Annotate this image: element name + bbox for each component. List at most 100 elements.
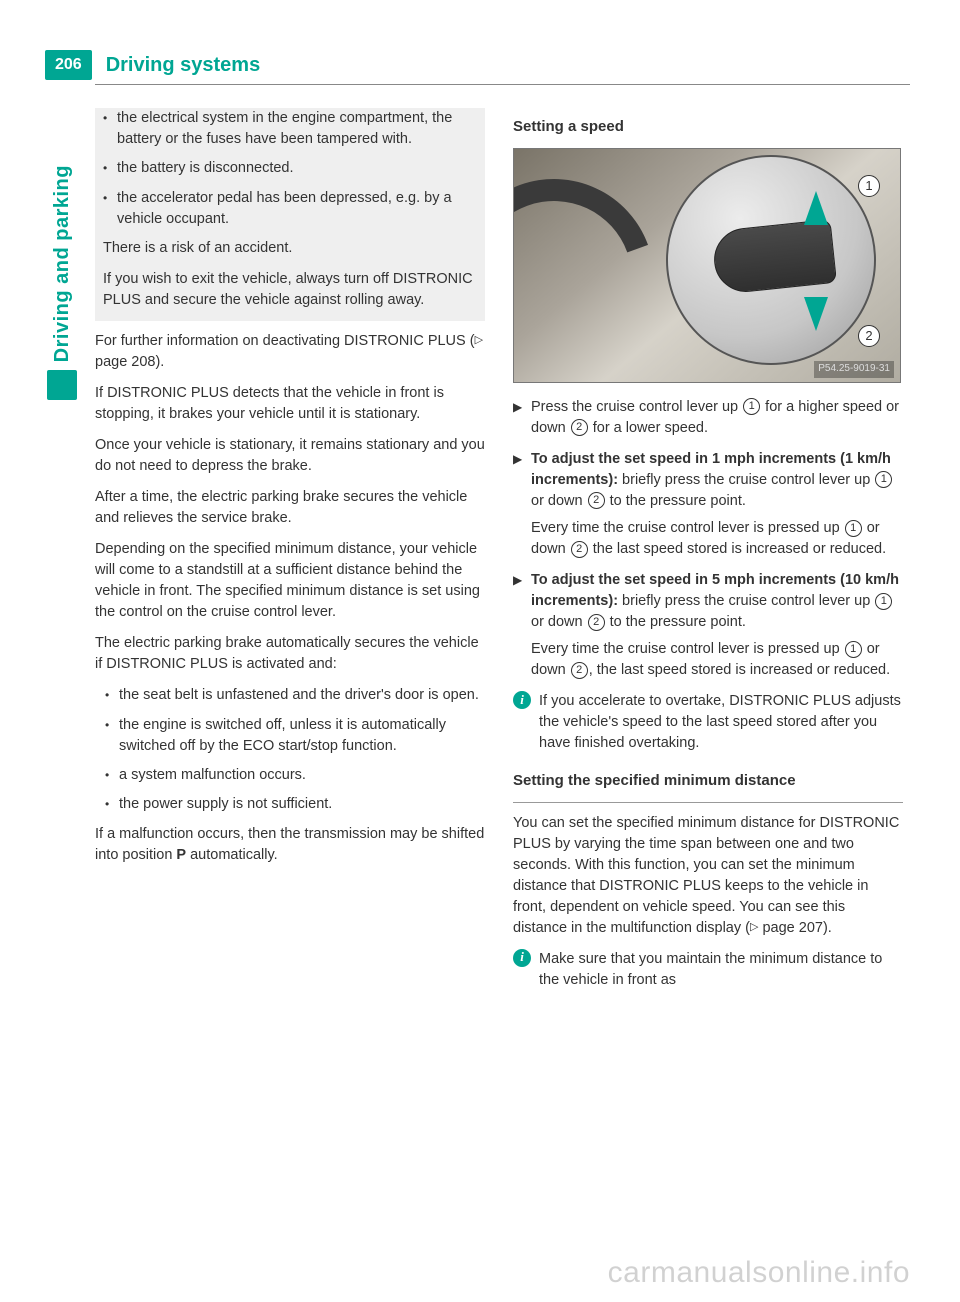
callout-ref-1: 1 <box>875 471 892 488</box>
manual-page: 206 Driving systems Driving and parking … <box>0 0 960 1302</box>
section-heading: Setting a speed <box>513 116 903 138</box>
arrow-down-icon <box>804 297 828 331</box>
list-item: • a system malfunction occurs. <box>95 765 485 787</box>
content-columns: • the electrical system in the engine co… <box>95 108 910 1001</box>
step-item: ▶ To adjust the set speed in 5 mph incre… <box>513 570 903 681</box>
paragraph: If DISTRONIC PLUS detects that the vehic… <box>95 383 485 425</box>
bullet-icon: • <box>103 108 117 150</box>
list-item: • the battery is disconnected. <box>103 158 477 180</box>
bullet-text: the power supply is not sufficient. <box>119 794 485 816</box>
text: to the pressure point. <box>606 493 746 509</box>
callout-ref-2: 2 <box>571 662 588 679</box>
text: Every time the cruise control lever is p… <box>531 520 844 536</box>
callout-ref-2: 2 <box>588 614 605 631</box>
info-icon: i <box>513 691 535 713</box>
section-rule <box>513 802 903 803</box>
text: page 207). <box>758 920 831 936</box>
bullet-text: the accelerator pedal has been depressed… <box>117 188 477 230</box>
paragraph: After a time, the electric parking brake… <box>95 487 485 529</box>
lever-shape <box>711 219 837 295</box>
text: automatically. <box>186 847 278 863</box>
page-header: 206 Driving systems <box>95 50 910 80</box>
step-icon: ▶ <box>513 397 531 439</box>
info-note: i If you accelerate to overtake, DISTRON… <box>513 691 903 754</box>
page-number-badge: 206 <box>45 50 92 80</box>
callout-2: 2 <box>858 325 880 347</box>
side-tab-label: Driving and parking <box>51 165 74 362</box>
warning-box: • the electrical system in the engine co… <box>95 108 485 321</box>
list-item: • the electrical system in the engine co… <box>103 108 477 150</box>
bullet-text: the electrical system in the engine comp… <box>117 108 477 150</box>
steering-wheel-shape <box>513 148 687 383</box>
callout-ref-2: 2 <box>571 541 588 558</box>
callout-ref-2: 2 <box>571 419 588 436</box>
paragraph: If a malfunction occurs, then the transm… <box>95 824 485 866</box>
paragraph: There is a risk of an accident. <box>103 238 477 259</box>
bullet-text: the engine is switched off, unless it is… <box>119 715 485 757</box>
text: to the pressure point. <box>606 614 746 630</box>
step-text: To adjust the set speed in 1 mph increme… <box>531 449 903 560</box>
arrow-up-icon <box>804 191 828 225</box>
step-text: Press the cruise control lever up 1 for … <box>531 397 903 439</box>
bullet-icon: • <box>105 715 119 757</box>
step-item: ▶ To adjust the set speed in 1 mph incre… <box>513 449 903 560</box>
callout-1: 1 <box>858 175 880 197</box>
bullet-icon: • <box>103 188 117 230</box>
reference-icon: ▷ <box>475 334 483 346</box>
step-icon: ▶ <box>513 449 531 560</box>
page-title: Driving systems <box>106 54 261 77</box>
zoom-inset: 1 2 <box>666 155 876 365</box>
bullet-text: a system malfunction occurs. <box>119 765 485 787</box>
bullet-icon: • <box>105 794 119 816</box>
callout-ref-1: 1 <box>743 398 760 415</box>
callout-ref-1: 1 <box>875 593 892 610</box>
step-icon: ▶ <box>513 570 531 681</box>
text: the last speed stored is increased or re… <box>589 541 886 557</box>
info-icon: i <box>513 949 535 971</box>
list-item: • the seat belt is unfastened and the dr… <box>95 685 485 707</box>
cruise-lever-figure: 1 2 P54.25-9019-31 <box>513 148 901 383</box>
bullet-icon: • <box>103 158 117 180</box>
text: , the last speed stored is increased or … <box>589 662 890 678</box>
left-column: • the electrical system in the engine co… <box>95 108 485 1001</box>
step-item: ▶ Press the cruise control lever up 1 fo… <box>513 397 903 439</box>
callout-ref-2: 2 <box>588 492 605 509</box>
side-tab-marker <box>47 370 77 400</box>
text: or down <box>531 493 587 509</box>
info-note: i Make sure that you maintain the minimu… <box>513 949 903 991</box>
bullet-icon: • <box>105 685 119 707</box>
paragraph: You can set the specified minimum distan… <box>513 813 903 939</box>
text: Press the cruise control lever up <box>531 399 742 415</box>
bullet-text: the battery is disconnected. <box>117 158 477 180</box>
text: briefly press the cruise control lever u… <box>618 593 874 609</box>
right-column: Setting a speed 1 2 P54.25-9019-31 ▶ Pre… <box>513 108 903 1001</box>
paragraph: The electric parking brake automatically… <box>95 633 485 675</box>
callout-ref-1: 1 <box>845 520 862 537</box>
figure-code: P54.25-9019-31 <box>814 361 894 378</box>
bullet-icon: • <box>105 765 119 787</box>
text-bold: P <box>176 847 186 863</box>
section-heading: Setting the specified minimum distance <box>513 770 903 792</box>
text: If a malfunction occurs, then the transm… <box>95 826 484 863</box>
callout-ref-1: 1 <box>845 641 862 658</box>
paragraph: Once your vehicle is stationary, it rema… <box>95 435 485 477</box>
bullet-text: the seat belt is unfastened and the driv… <box>119 685 485 707</box>
watermark: carmanualsonline.info <box>608 1256 910 1290</box>
text: briefly press the cruise control lever u… <box>618 472 874 488</box>
text: For further information on deactivating … <box>95 333 475 349</box>
side-tab: Driving and parking <box>45 165 79 425</box>
list-item: • the engine is switched off, unless it … <box>95 715 485 757</box>
text: page 208). <box>95 354 164 370</box>
text: Every time the cruise control lever is p… <box>531 641 844 657</box>
text: or down <box>531 614 587 630</box>
list-item: • the power supply is not sufficient. <box>95 794 485 816</box>
text: for a lower speed. <box>589 420 708 436</box>
info-text: Make sure that you maintain the minimum … <box>539 949 903 991</box>
info-text: If you accelerate to overtake, DISTRONIC… <box>539 691 903 754</box>
paragraph: Depending on the specified minimum dista… <box>95 539 485 623</box>
paragraph: For further information on deactivating … <box>95 331 485 373</box>
text: You can set the specified minimum distan… <box>513 815 899 936</box>
paragraph: If you wish to exit the vehicle, always … <box>103 269 477 311</box>
step-text: To adjust the set speed in 5 mph increme… <box>531 570 903 681</box>
header-rule <box>95 84 910 85</box>
